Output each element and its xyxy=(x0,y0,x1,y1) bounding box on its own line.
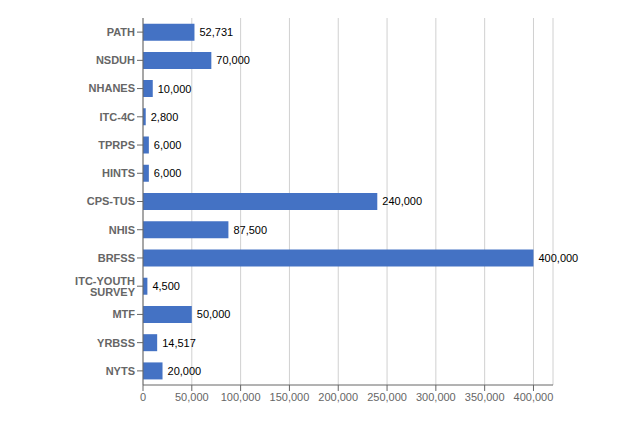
svg-text:NHANES: NHANES xyxy=(89,82,135,94)
svg-text:250,000: 250,000 xyxy=(367,391,407,403)
svg-text:10,000: 10,000 xyxy=(158,83,192,95)
svg-text:400,000: 400,000 xyxy=(538,252,578,264)
svg-text:70,000: 70,000 xyxy=(216,54,250,66)
svg-text:240,000: 240,000 xyxy=(382,195,422,207)
svg-text:50,000: 50,000 xyxy=(197,308,231,320)
svg-text:MTF: MTF xyxy=(112,308,135,320)
svg-text:87,500: 87,500 xyxy=(233,224,267,236)
svg-text:TPRPS: TPRPS xyxy=(98,139,135,151)
svg-text:300,000: 300,000 xyxy=(416,391,456,403)
svg-text:ITC-YOUTHSURVEY: ITC-YOUTHSURVEY xyxy=(75,275,136,298)
svg-text:200,000: 200,000 xyxy=(318,391,358,403)
svg-text:NYTS: NYTS xyxy=(106,365,135,377)
svg-text:52,731: 52,731 xyxy=(199,26,233,38)
svg-text:HINTS: HINTS xyxy=(102,167,135,179)
svg-text:BRFSS: BRFSS xyxy=(98,252,135,264)
svg-text:350,000: 350,000 xyxy=(465,391,505,403)
svg-text:0: 0 xyxy=(140,391,146,403)
svg-text:4,500: 4,500 xyxy=(152,280,180,292)
svg-text:150,000: 150,000 xyxy=(270,391,310,403)
svg-text:20,000: 20,000 xyxy=(168,365,202,377)
svg-text:2,800: 2,800 xyxy=(151,111,179,123)
svg-text:6,000: 6,000 xyxy=(154,167,182,179)
svg-text:ITC-4C: ITC-4C xyxy=(100,111,136,123)
svg-text:14,517: 14,517 xyxy=(162,337,196,349)
svg-text:PATH: PATH xyxy=(107,26,135,38)
svg-text:NSDUH: NSDUH xyxy=(96,54,135,66)
svg-text:6,000: 6,000 xyxy=(154,139,182,151)
svg-text:100,000: 100,000 xyxy=(221,391,261,403)
svg-text:400,000: 400,000 xyxy=(514,391,554,403)
svg-text:50,000: 50,000 xyxy=(175,391,209,403)
svg-text:CPS-TUS: CPS-TUS xyxy=(87,195,135,207)
svg-text:NHIS: NHIS xyxy=(109,224,135,236)
svg-text:YRBSS: YRBSS xyxy=(97,337,135,349)
